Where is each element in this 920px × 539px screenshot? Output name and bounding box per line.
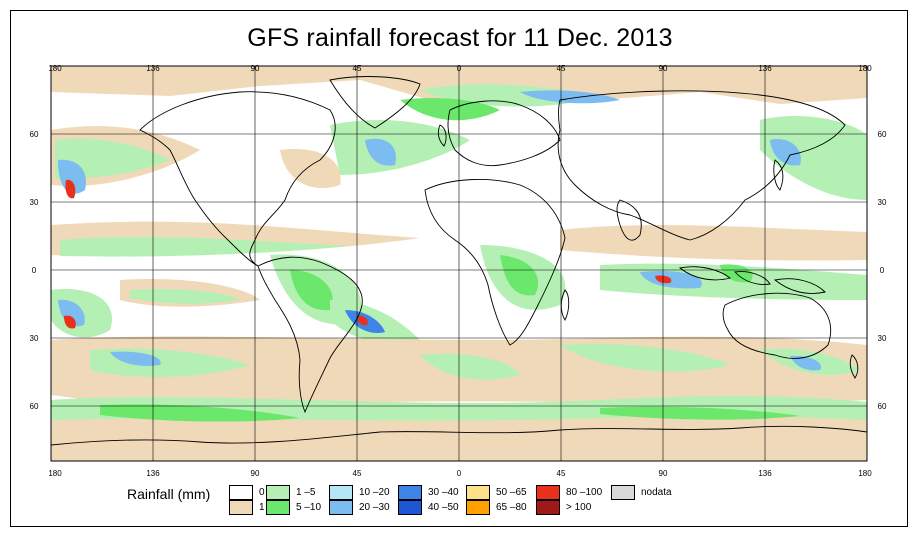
lat-axis-left: 60 30 0 30 60 — [30, 130, 39, 411]
lon-tick-bottom: 180 — [48, 469, 62, 478]
lat-axis-right: 60 30 0 30 60 — [878, 130, 887, 411]
lat-tick-right: 0 — [880, 266, 885, 275]
lon-tick-bottom: 90 — [251, 469, 260, 478]
lon-tick-top: 136 — [146, 64, 160, 73]
lon-tick-top: 45 — [557, 64, 566, 73]
lat-tick-left: 0 — [32, 266, 37, 275]
lat-tick-right: 60 — [878, 402, 887, 411]
lon-axis-top: 180 136 90 45 0 45 90 136 180 — [48, 64, 872, 73]
lat-tick-right: 30 — [878, 198, 887, 207]
lon-tick-bottom: 45 — [557, 469, 566, 478]
lon-axis-bottom: 180 136 90 45 0 45 90 136 180 — [48, 469, 872, 478]
lat-tick-right: 60 — [878, 130, 887, 139]
lon-tick-top: 136 — [758, 64, 772, 73]
coastlines — [51, 76, 867, 446]
figure-frame — [10, 10, 908, 527]
lat-tick-left: 30 — [30, 198, 39, 207]
lon-tick-bottom: 136 — [146, 469, 160, 478]
lon-tick-bottom: 90 — [659, 469, 668, 478]
lat-tick-right: 30 — [878, 334, 887, 343]
lon-tick-top: 90 — [251, 64, 260, 73]
lon-tick-top: 180 — [858, 64, 872, 73]
lat-tick-left: 60 — [30, 402, 39, 411]
map-title: GFS rainfall forecast for 11 Dec. 2013 — [247, 24, 673, 52]
lon-tick-bottom: 136 — [758, 469, 772, 478]
lon-tick-top: 180 — [48, 64, 62, 73]
lon-tick-bottom: 180 — [858, 469, 872, 478]
lon-tick-top: 90 — [659, 64, 668, 73]
lat-tick-left: 30 — [30, 334, 39, 343]
lon-tick-bottom: 45 — [353, 469, 362, 478]
lon-tick-top: 0 — [457, 64, 462, 73]
graticule — [51, 66, 867, 461]
lon-tick-top: 45 — [353, 64, 362, 73]
lat-tick-left: 60 — [30, 130, 39, 139]
map-border — [50, 65, 868, 462]
lon-tick-bottom: 0 — [457, 469, 462, 478]
